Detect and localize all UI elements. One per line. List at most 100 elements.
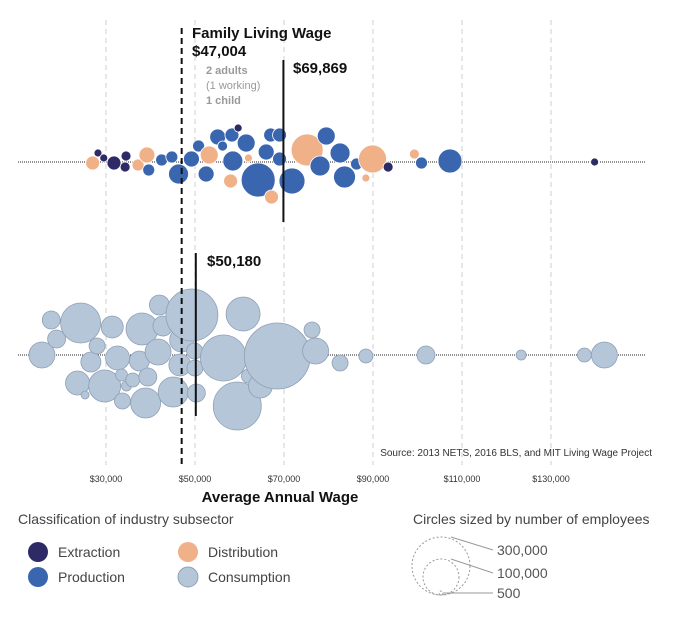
data-point xyxy=(197,165,215,183)
size-legend-leader xyxy=(450,558,494,574)
size-legend-label: 300,000 xyxy=(497,542,548,558)
data-point xyxy=(358,348,374,364)
family-note-line-1: 2 adults xyxy=(206,65,248,77)
data-point xyxy=(125,372,141,388)
data-point xyxy=(192,139,205,153)
legend-label: Extraction xyxy=(58,544,120,560)
x-tick-label: $30,000 xyxy=(90,474,123,484)
top-row-points xyxy=(85,123,600,205)
data-point xyxy=(85,155,101,171)
legend-label: Consumption xyxy=(208,569,291,585)
data-point xyxy=(382,161,394,173)
bottom-row-points xyxy=(28,288,618,431)
data-point xyxy=(361,173,371,183)
data-point xyxy=(80,390,90,400)
size-legend-label: 100,000 xyxy=(497,565,548,581)
data-point xyxy=(120,150,132,162)
x-tick-label: $90,000 xyxy=(357,474,390,484)
data-point xyxy=(144,338,172,366)
family-wage-value: $47,004 xyxy=(192,43,247,60)
data-point xyxy=(416,345,436,365)
data-point xyxy=(93,148,103,158)
data-point xyxy=(303,321,321,339)
data-point xyxy=(99,153,109,163)
data-point xyxy=(515,349,527,361)
data-point xyxy=(272,151,287,167)
data-point xyxy=(576,347,592,363)
data-point xyxy=(183,150,200,168)
data-point xyxy=(333,165,356,189)
size-legend-title: Circles sized by number of employees xyxy=(413,511,650,527)
size-legend-label: 500 xyxy=(497,585,521,601)
data-point xyxy=(224,127,240,143)
data-point xyxy=(225,296,261,332)
x-tick-labels: $30,000 $50,000 $70,000 $90,000 $110,000 $130… xyxy=(90,474,570,484)
data-point xyxy=(88,337,106,355)
data-point xyxy=(590,157,600,167)
data-point xyxy=(331,354,349,372)
data-point xyxy=(358,144,387,174)
legend-label: Production xyxy=(58,569,125,585)
data-point xyxy=(243,153,253,163)
data-point xyxy=(88,369,122,403)
legend-swatch xyxy=(28,542,48,562)
family-note-line-3: 1 child xyxy=(206,95,241,107)
data-point xyxy=(257,143,275,161)
data-point xyxy=(591,341,618,369)
data-point xyxy=(264,189,279,205)
family-wage-title: Family Living Wage xyxy=(192,25,331,42)
data-point xyxy=(222,150,244,172)
x-tick-label: $50,000 xyxy=(179,474,212,484)
x-axis-title: Average Annual Wage xyxy=(202,489,359,506)
legend-swatch xyxy=(28,567,48,587)
data-point xyxy=(199,145,219,165)
data-point xyxy=(278,167,306,195)
data-point xyxy=(131,158,145,172)
legend-swatch xyxy=(177,566,199,588)
data-point xyxy=(408,148,420,160)
data-point xyxy=(130,387,162,419)
data-point xyxy=(316,126,336,146)
data-point xyxy=(106,155,122,171)
data-point xyxy=(236,133,256,153)
legend-label: Distribution xyxy=(208,544,278,560)
data-point xyxy=(212,381,262,431)
legend-swatch xyxy=(178,542,198,562)
data-point xyxy=(60,302,102,344)
data-point xyxy=(119,161,131,173)
x-tick-label: $70,000 xyxy=(268,474,301,484)
data-point xyxy=(47,329,67,349)
data-point xyxy=(114,392,131,410)
data-point xyxy=(142,163,156,177)
bottom-average-label: $50,180 xyxy=(207,253,261,270)
x-tick-label: $110,000 xyxy=(444,474,481,484)
data-point xyxy=(309,155,331,177)
data-point xyxy=(100,315,124,339)
category-legend: Extraction Distribution Production Consumpt… xyxy=(28,542,291,588)
data-point xyxy=(138,367,158,387)
data-point xyxy=(138,146,156,164)
data-point xyxy=(217,140,228,152)
x-tick-label: $130,000 xyxy=(532,474,570,484)
data-point xyxy=(168,163,189,185)
data-point xyxy=(329,142,351,164)
size-legend-circle xyxy=(438,590,444,596)
legend-title: Classification of industry subsector xyxy=(18,511,234,527)
data-point xyxy=(302,337,329,365)
size-legend-circle xyxy=(422,558,460,596)
data-point xyxy=(437,148,463,174)
data-point xyxy=(240,162,276,198)
size-legend-leader xyxy=(450,536,494,551)
data-point xyxy=(157,376,189,408)
data-point xyxy=(223,173,239,189)
size-legend-circle xyxy=(411,536,471,596)
data-point xyxy=(28,341,56,369)
source-note: Source: 2013 NETS, 2016 BLS, and MIT Liv… xyxy=(380,448,652,459)
top-average-label: $69,869 xyxy=(293,60,347,77)
data-point xyxy=(415,156,428,170)
data-point xyxy=(165,150,179,164)
data-point xyxy=(80,351,102,373)
data-point xyxy=(243,322,311,390)
data-point xyxy=(272,127,287,143)
